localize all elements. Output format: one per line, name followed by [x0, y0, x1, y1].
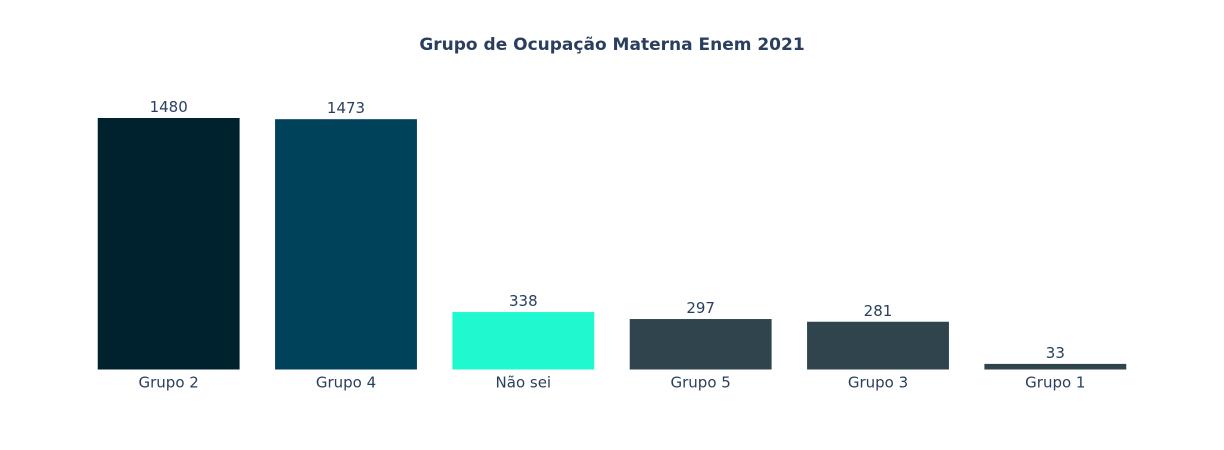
- bar-grupo-1[interactable]: [984, 363, 1127, 370]
- data-label: 1480: [150, 98, 188, 116]
- x-tick-label: Não sei: [496, 374, 552, 392]
- plot-area: 1480 Grupo 2 1473 Grupo 4 338 Não sei 297 Grupo…: [97, 98, 1127, 392]
- x-tick-label: Grupo 2: [139, 374, 199, 392]
- bar-grupo-2[interactable]: [97, 118, 240, 370]
- data-label: 297: [686, 299, 715, 317]
- data-label: 338: [509, 292, 538, 310]
- bar-grupo-4[interactable]: [275, 119, 417, 370]
- chart-title: Grupo de Ocupação Materna Enem 2021: [419, 35, 804, 55]
- x-tick-label: Grupo 5: [671, 374, 731, 392]
- bar-n-o-sei[interactable]: [452, 312, 595, 370]
- x-tick-label: Grupo 1: [1025, 374, 1085, 392]
- bar-grupo-5[interactable]: [629, 319, 772, 370]
- data-label: 281: [864, 302, 893, 320]
- data-label: 1473: [327, 99, 365, 117]
- x-tick-label: Grupo 3: [848, 374, 908, 392]
- data-label: 33: [1046, 344, 1065, 362]
- bar-grupo-3[interactable]: [807, 321, 949, 370]
- x-tick-label: Grupo 4: [316, 374, 376, 392]
